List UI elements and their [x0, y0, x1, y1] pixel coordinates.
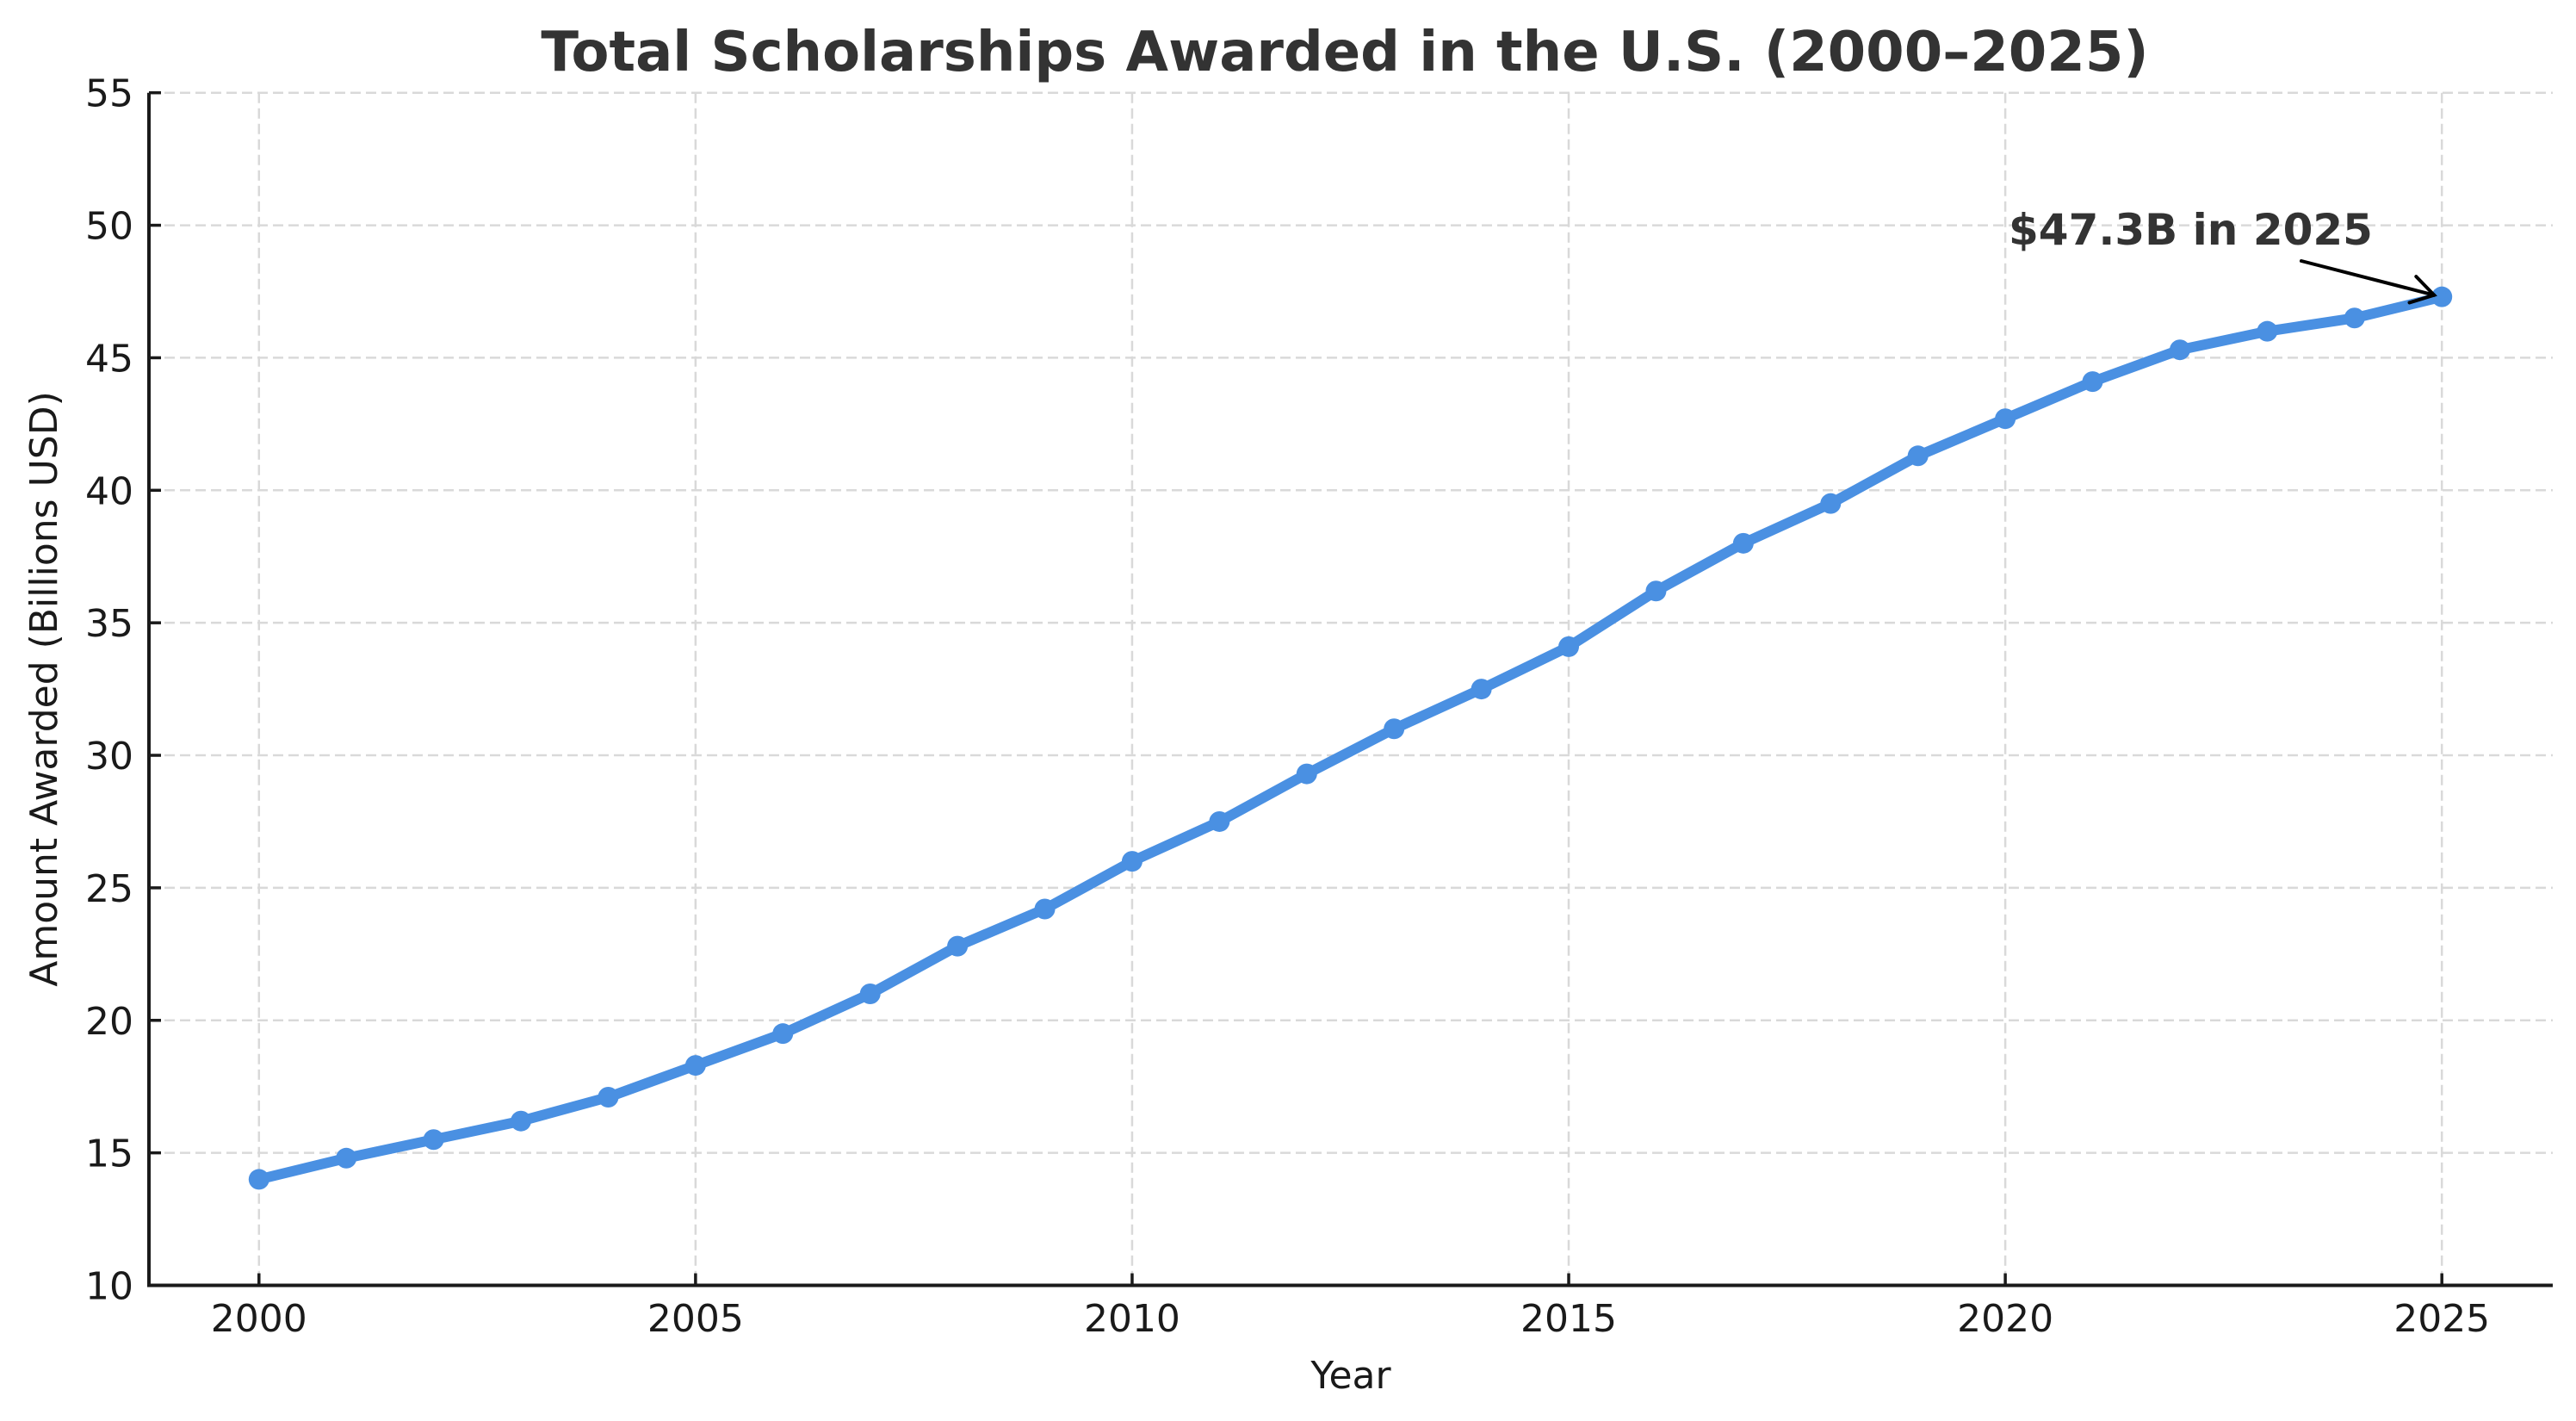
y-tick-label: 30: [85, 735, 133, 779]
data-point-marker: [1907, 445, 1929, 467]
y-tick-label: 40: [85, 469, 133, 513]
data-point-marker: [1558, 636, 1580, 657]
y-axis-ticks: 10 15 20 25 30 35 40 45 50 55: [85, 72, 161, 1309]
data-point-marker: [2257, 320, 2278, 342]
data-point-marker: [1209, 810, 1230, 832]
annotation: $47.3B in 2025: [2009, 205, 2437, 305]
x-axis-ticks: 2000 2005 2010 2015 2020 2025: [211, 1273, 2490, 1341]
data-series: [248, 286, 2453, 1190]
data-point-marker: [511, 1110, 532, 1132]
data-point-marker: [1034, 898, 1056, 920]
data-point-marker: [598, 1087, 619, 1108]
annotation-arrow-shaft: [2300, 259, 2437, 297]
data-point-marker: [2169, 339, 2190, 361]
data-point-marker: [2431, 286, 2453, 307]
data-point-marker: [1645, 580, 1667, 602]
y-tick-label: 45: [85, 337, 133, 381]
data-point-marker: [2082, 371, 2103, 393]
x-tick-label: 2015: [1520, 1297, 1617, 1341]
x-tick-label: 2020: [1957, 1297, 2053, 1341]
data-point-marker: [1384, 718, 1405, 740]
chart-title: Total Scholarships Awarded in the U.S. (…: [541, 21, 2148, 84]
y-axis-label: Amount Awarded (Billions USD): [22, 391, 66, 987]
y-tick-label: 15: [85, 1132, 133, 1176]
y-tick-label: 10: [85, 1265, 133, 1309]
y-tick-label: 55: [85, 72, 133, 116]
data-point-marker: [1820, 493, 1842, 514]
data-point-marker: [1995, 408, 2016, 430]
data-point-marker: [2344, 307, 2365, 329]
y-tick-label: 25: [85, 867, 133, 911]
axes-spines: [147, 92, 2553, 1288]
x-tick-label: 2005: [647, 1297, 744, 1341]
data-point-marker: [947, 935, 969, 957]
series-line: [253, 291, 2448, 1185]
x-tick-label: 2000: [211, 1297, 307, 1341]
data-point-marker: [1296, 763, 1317, 785]
x-tick-label: 2010: [1084, 1297, 1180, 1341]
data-point-marker: [1471, 679, 1492, 700]
data-point-marker: [336, 1147, 357, 1169]
data-point-marker: [859, 983, 881, 1004]
data-point-marker: [1732, 532, 1754, 554]
y-tick-label: 35: [85, 602, 133, 646]
data-point-marker: [684, 1055, 706, 1077]
annotation-arrowhead-icon: [2407, 275, 2437, 305]
x-tick-label: 2025: [2393, 1297, 2490, 1341]
x-axis-label: Year: [1310, 1354, 1391, 1398]
data-point-marker: [772, 1023, 794, 1045]
data-point-marker: [1121, 851, 1142, 872]
y-tick-label: 20: [85, 1000, 133, 1044]
annotation-label: $47.3B in 2025: [2009, 205, 2373, 255]
y-tick-label: 50: [85, 205, 133, 249]
grid-lines: [149, 91, 2553, 1287]
data-point-marker: [423, 1129, 444, 1151]
data-point-marker: [248, 1169, 269, 1190]
